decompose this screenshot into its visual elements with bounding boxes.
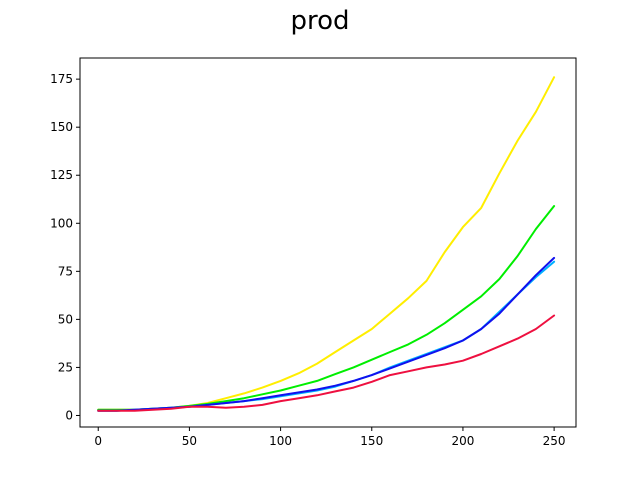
series-line-2: [97, 205, 556, 411]
plot-frame: [79, 57, 577, 428]
chart-title: prod: [290, 6, 350, 36]
series-layer: [97, 76, 556, 412]
x-tick-label: 0: [94, 434, 102, 448]
x-tick-label: 50: [182, 434, 197, 448]
y-tick-label: 150: [50, 120, 73, 134]
series-line-4: [97, 256, 556, 412]
x-tick-label: 200: [451, 434, 474, 448]
axis-layer: 0 50 100 150 200 250 0 25 50 75 100 125 150 175: [50, 72, 565, 448]
y-tick-label: 50: [58, 312, 73, 326]
y-tick-label: 100: [50, 216, 73, 230]
y-tick-label: 175: [50, 72, 73, 86]
y-tick-label: 75: [58, 264, 73, 278]
y-tick-label: 0: [65, 408, 73, 422]
y-tick-label: 25: [58, 360, 73, 374]
x-tick-label: 100: [269, 434, 292, 448]
x-tick-label: 150: [360, 434, 383, 448]
series-line-5: [97, 314, 556, 412]
x-tick-label: 250: [543, 434, 566, 448]
series-line-1: [97, 76, 556, 411]
y-tick-label: 125: [50, 168, 73, 182]
